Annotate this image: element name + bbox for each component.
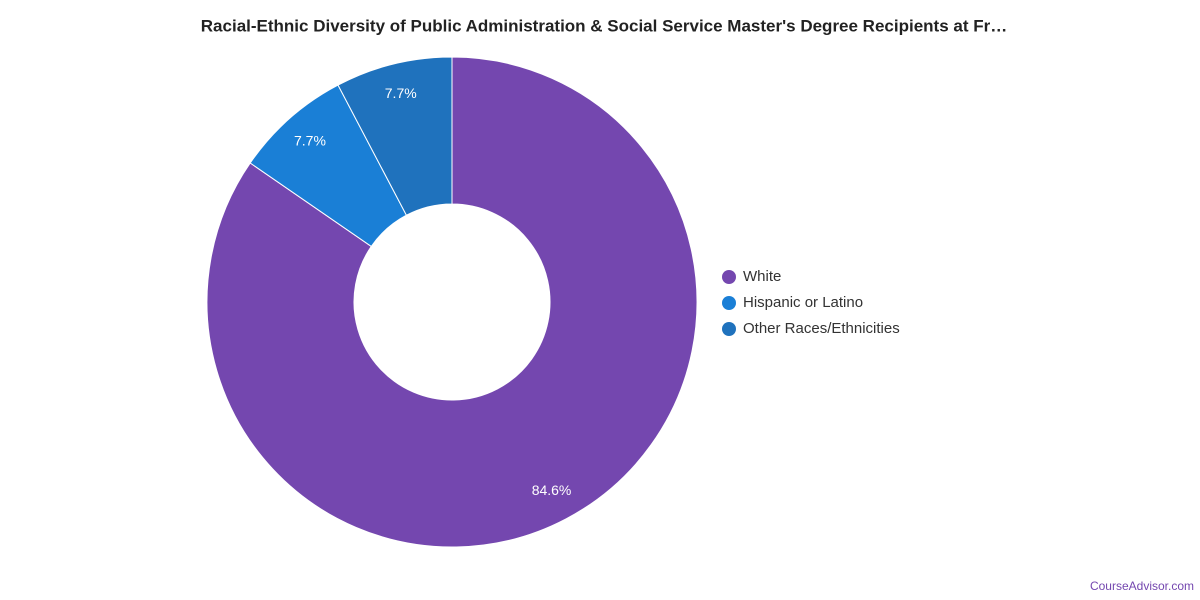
slice	[206, 56, 698, 548]
legend-label: White	[743, 268, 781, 285]
chart-title: Racial-Ethnic Diversity of Public Admini…	[201, 16, 1007, 35]
legend-marker	[722, 270, 736, 284]
legend-marker	[722, 322, 736, 336]
source[interactable]: CourseAdvisor.com	[1090, 579, 1194, 593]
legend-marker	[722, 296, 736, 310]
legend-label: Hispanic or Latino	[743, 294, 863, 311]
slice	[337, 56, 453, 216]
data-label: 7.7%	[385, 85, 417, 101]
legend-label: Other Races/Ethnicities	[743, 320, 900, 337]
data-label: 7.7%	[294, 133, 326, 149]
data-label: 84.6%	[532, 482, 572, 498]
